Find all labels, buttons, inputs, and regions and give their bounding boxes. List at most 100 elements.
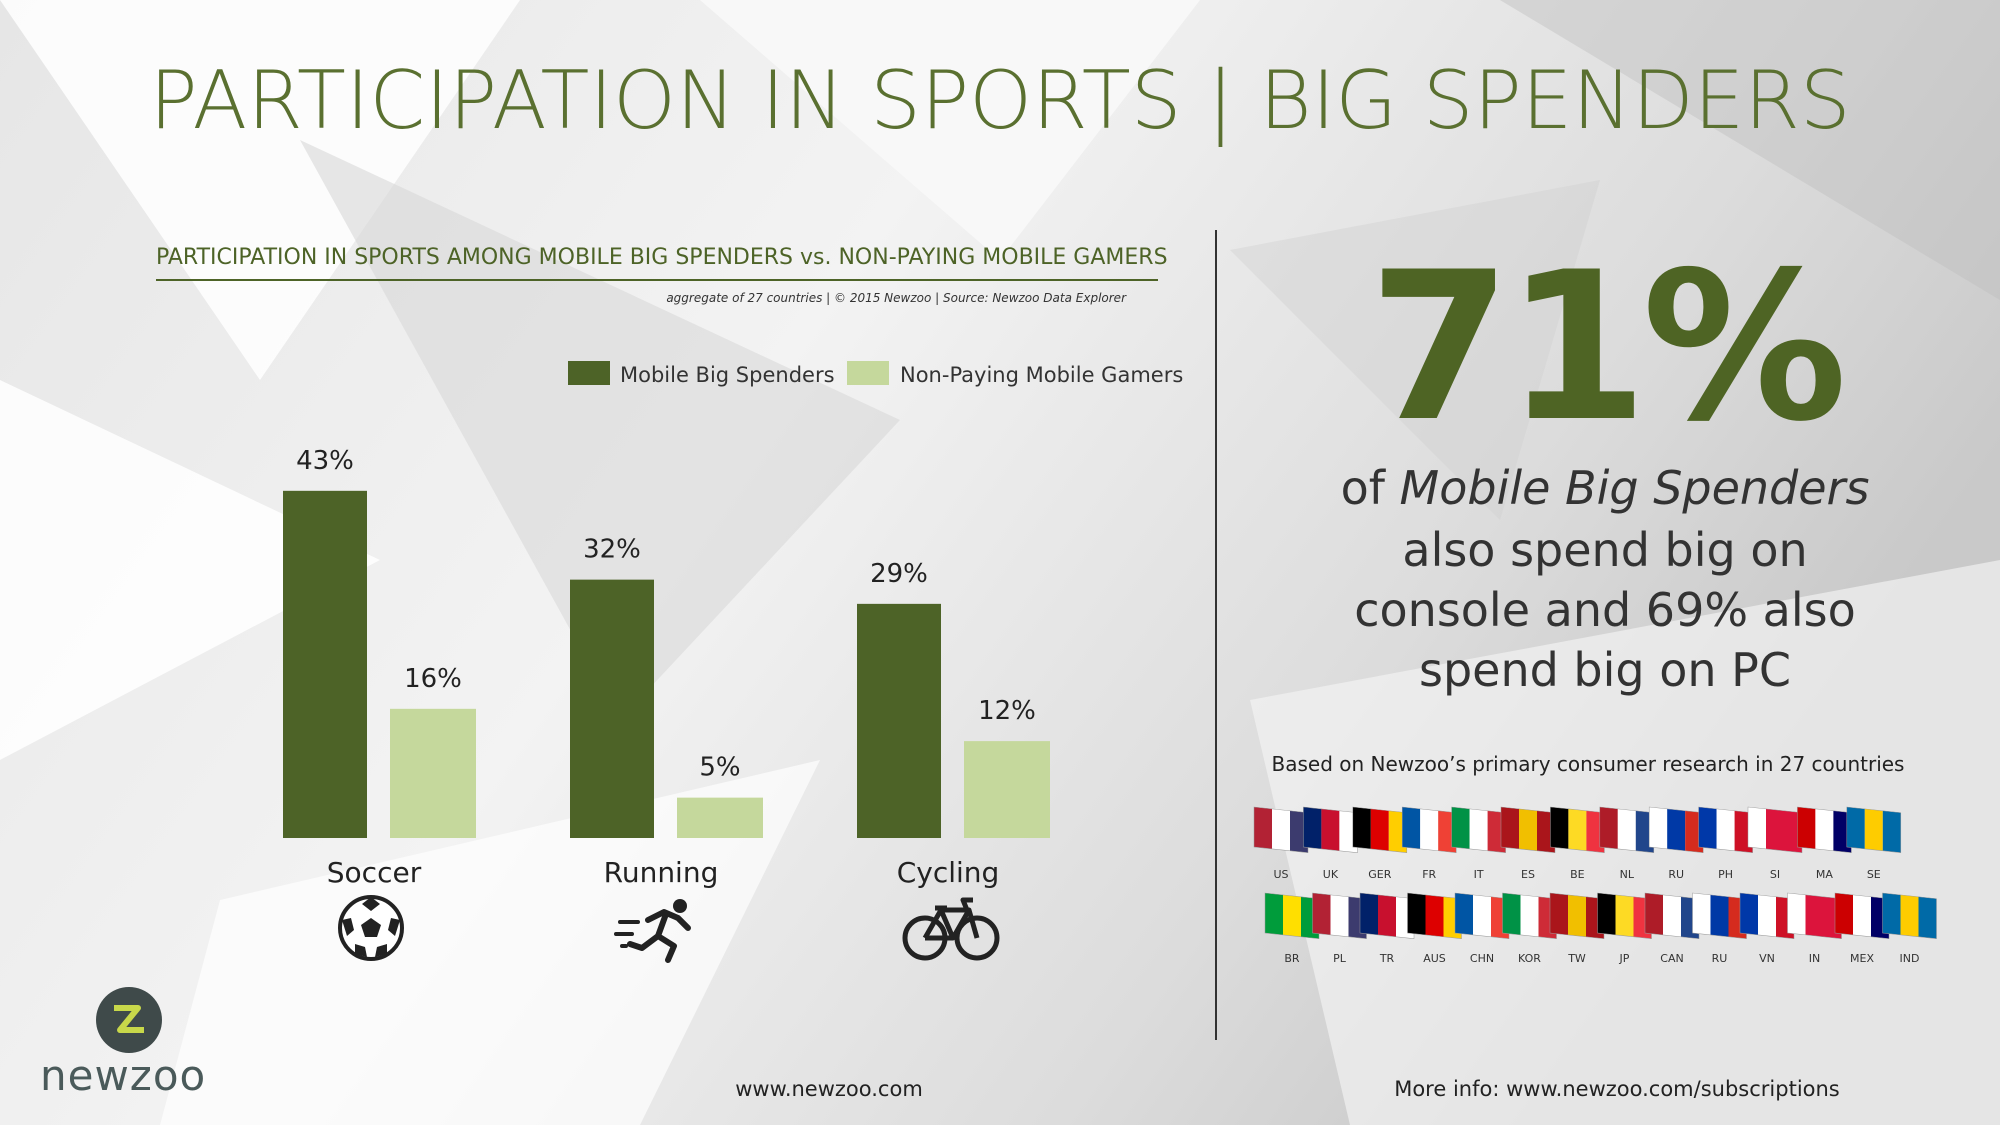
callout-line: console and 69% also xyxy=(1354,583,1856,637)
flag xyxy=(1253,806,1309,853)
flag-stripe xyxy=(1617,808,1636,851)
category-label: Soccer xyxy=(327,856,422,889)
flag xyxy=(1550,806,1605,853)
flag xyxy=(1454,892,1510,939)
flag xyxy=(1739,892,1795,939)
flag-stripe xyxy=(1502,893,1521,935)
value-label: 5% xyxy=(699,753,740,783)
flag-code: RU xyxy=(1712,952,1728,965)
flag-stripe xyxy=(1265,893,1283,935)
flag-code: IT xyxy=(1474,868,1484,881)
flag-stripe xyxy=(1758,894,1776,937)
flag-stripe xyxy=(1748,807,1766,849)
flag xyxy=(1352,806,1408,853)
flag-stripe xyxy=(1853,894,1871,937)
flag-stripe xyxy=(1283,894,1301,937)
flag-stripe xyxy=(1303,807,1322,849)
flag-stripe xyxy=(1740,893,1758,935)
flag xyxy=(1264,892,1320,939)
flag-code: FR xyxy=(1422,868,1436,881)
flag xyxy=(1698,806,1753,853)
flag-code: TR xyxy=(1379,952,1395,965)
flag-stripe xyxy=(1402,807,1421,849)
flag-code: TW xyxy=(1567,952,1586,965)
chart-source: aggregate of 27 countries | © 2015 Newzo… xyxy=(666,291,1127,305)
flag-stripe xyxy=(1900,894,1919,937)
flag-code: BR xyxy=(1284,952,1300,965)
flag-stripe xyxy=(1864,808,1883,851)
flag xyxy=(1787,892,1842,939)
flag-stripe xyxy=(1321,808,1340,851)
flag-stripe xyxy=(1407,893,1426,935)
flag-stripe xyxy=(1501,807,1519,849)
logo-text: newzoo xyxy=(40,1051,206,1100)
flag-stripe xyxy=(1918,896,1937,939)
callout-line: also spend big on xyxy=(1402,523,1807,577)
flag-code: CHN xyxy=(1470,952,1494,965)
flag-stripe xyxy=(1787,893,1806,935)
flag xyxy=(1451,806,1506,853)
legend-label: Non-Paying Mobile Gamers xyxy=(900,363,1183,387)
flag xyxy=(1599,806,1655,853)
flag xyxy=(1644,892,1700,939)
flag-code: MA xyxy=(1816,868,1833,881)
flag-stripe xyxy=(1710,894,1729,937)
category-label: Running xyxy=(604,856,719,889)
flag-stripe xyxy=(1420,808,1439,851)
flag xyxy=(1834,892,1890,939)
flag-code: RU xyxy=(1668,868,1684,881)
flag-stripe xyxy=(1615,894,1634,937)
flag-stripe xyxy=(1716,808,1735,851)
flag-stripe xyxy=(1473,894,1491,937)
legend-swatch xyxy=(568,361,610,385)
flag-stripe xyxy=(1378,894,1396,937)
flag xyxy=(1597,892,1652,939)
running-icon xyxy=(614,899,691,963)
flag-stripe xyxy=(1312,893,1331,935)
flag-stripe xyxy=(1645,893,1663,935)
flag xyxy=(1692,892,1747,939)
callout-first-line: of Mobile Big Spenders xyxy=(1341,461,1870,515)
chart-title: PARTICIPATION IN SPORTS AMONG MOBILE BIG… xyxy=(156,245,1168,270)
flag xyxy=(1303,806,1358,853)
flag-code: GER xyxy=(1368,868,1391,881)
callout-line: spend big on PC xyxy=(1419,643,1791,697)
flag-code: ES xyxy=(1521,868,1535,881)
flag xyxy=(1882,892,1937,939)
flag-stripe xyxy=(1519,808,1537,851)
flag xyxy=(1502,892,1557,939)
value-label: 29% xyxy=(870,559,928,589)
flag-stripe xyxy=(1568,894,1586,937)
flag-code: VN xyxy=(1759,952,1775,965)
flag-stripe xyxy=(1550,807,1569,849)
flag-stripe xyxy=(1882,893,1901,935)
flag-code: PH xyxy=(1718,868,1733,881)
flag xyxy=(1500,806,1556,853)
flag-edge xyxy=(1846,806,1902,853)
flag xyxy=(1549,892,1605,939)
soccer-icon xyxy=(338,895,404,961)
flag-stripe xyxy=(1455,893,1473,935)
flag-stripe xyxy=(1663,894,1681,937)
legend-label: Mobile Big Spenders xyxy=(620,363,835,387)
flag-stripe xyxy=(1805,894,1824,937)
flag xyxy=(1747,806,1803,853)
flag-stripe xyxy=(1599,807,1618,849)
flag-stripe xyxy=(1698,807,1717,849)
flag-stripe xyxy=(1272,808,1290,851)
value-label: 43% xyxy=(296,446,354,476)
flag-stripe xyxy=(1882,810,1901,853)
bicycle-icon xyxy=(902,897,1000,961)
flag-code: SI xyxy=(1770,868,1780,881)
callout-emphasis: Mobile Big Spenders xyxy=(1400,461,1870,515)
flag-code: CAN xyxy=(1660,952,1683,965)
flag-stripe xyxy=(1597,893,1616,935)
flag-code: BE xyxy=(1570,868,1585,881)
flag-code: SE xyxy=(1867,868,1881,881)
flag-code: MEX xyxy=(1850,952,1874,965)
flag-code: KOR xyxy=(1518,952,1541,965)
bar xyxy=(570,579,654,838)
callout-figure: 71% xyxy=(1369,229,1842,467)
value-label: 16% xyxy=(404,664,462,694)
